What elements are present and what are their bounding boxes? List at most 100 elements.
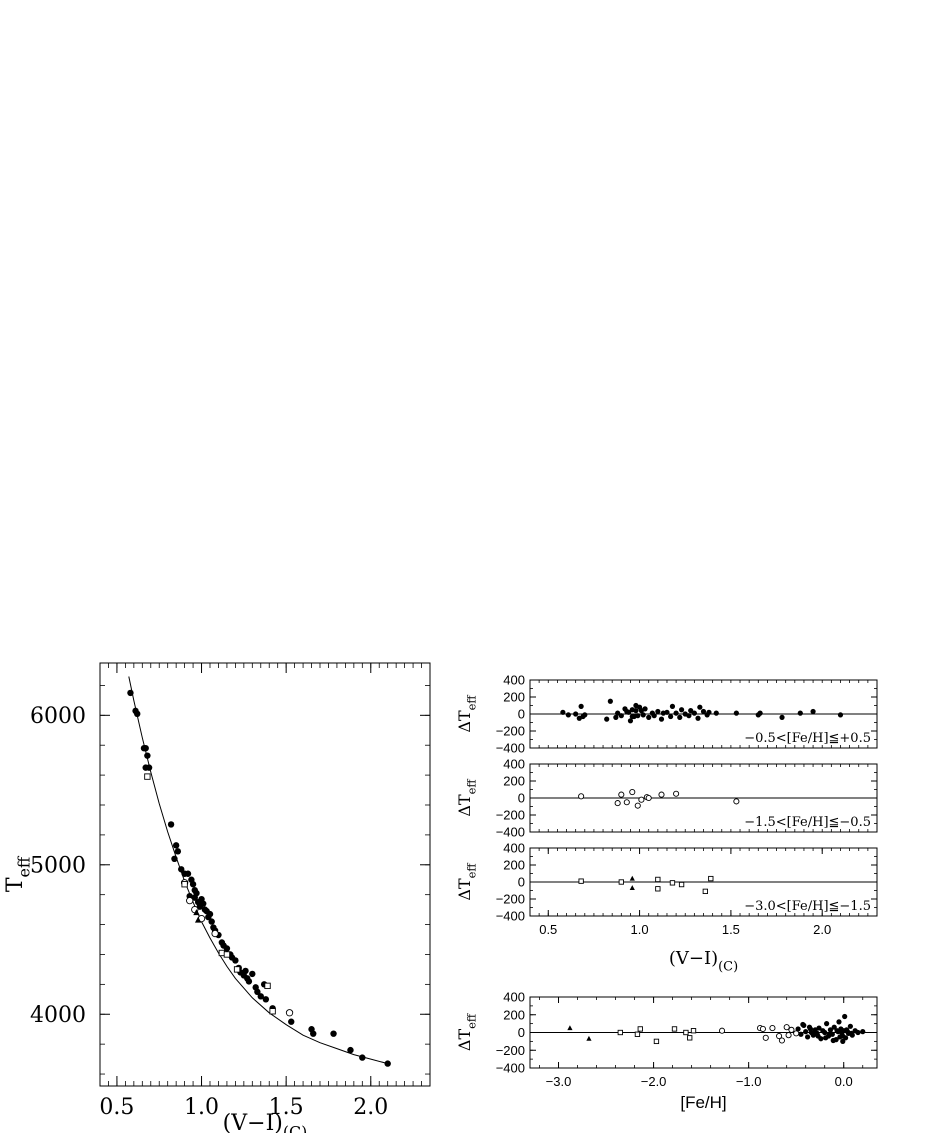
y-tick-label: 200	[503, 1007, 525, 1022]
data-point-filled-circle	[824, 1021, 830, 1027]
data-point-open-circle	[645, 794, 652, 802]
data-point-open-square	[233, 966, 241, 973]
data-point-filled-triangle	[193, 909, 200, 916]
data-point-filled-circle	[801, 1022, 807, 1028]
data-point-filled-circle	[310, 1030, 317, 1037]
data-point-open-circle	[733, 798, 740, 805]
y-tick-label: −400	[496, 741, 525, 756]
data-point-filled-circle	[254, 988, 261, 996]
data-point-open-square	[678, 881, 685, 888]
data-point-open-square	[655, 886, 661, 892]
y-tick-label: 400	[503, 673, 525, 688]
data-point-filled-circle	[629, 713, 635, 720]
data-point-open-circle	[578, 793, 585, 800]
data-point-filled-circle	[837, 712, 844, 718]
data-point-filled-circle	[658, 716, 665, 722]
data-point-filled-circle	[803, 1029, 809, 1035]
data-point-open-circle	[211, 929, 219, 938]
data-point-open-circle	[285, 1009, 294, 1017]
x-tick-label: 1.0	[631, 922, 649, 937]
x-axis-title-subscript: (C)	[718, 959, 738, 974]
data-point-open-square	[708, 875, 714, 882]
data-point-open-circle	[618, 791, 625, 798]
data-point-filled-circle	[142, 744, 149, 752]
data-point-filled-circle	[178, 866, 185, 873]
data-point-filled-circle	[855, 1029, 861, 1036]
y-tick-label: 400	[503, 990, 525, 1005]
data-point-filled-circle	[635, 713, 641, 719]
data-point-filled-circle	[172, 842, 180, 849]
data-point-filled-circle	[347, 1046, 354, 1054]
data-point-open-circle	[629, 789, 636, 796]
data-point-filled-triangle	[629, 885, 635, 891]
data-point-filled-circle	[232, 957, 239, 964]
y-tick-label: 400	[503, 757, 525, 772]
data-point-open-circle	[785, 1032, 792, 1039]
data-point-open-circle	[673, 790, 680, 797]
data-point-open-square	[617, 1029, 623, 1036]
data-point-open-square	[690, 1028, 697, 1034]
data-point-filled-circle	[823, 1035, 829, 1041]
residual-vs-feh-plot: −3.0 −2.0 −1.0 0.0 −400 −200 0 200 400 ΔTeff [Fe/H…	[455, 990, 878, 1112]
data-point-filled-circle	[691, 710, 697, 716]
data-point-filled-circle	[798, 1031, 804, 1037]
x-tick-label: −2.0	[641, 1074, 667, 1089]
data-point-filled-circle	[713, 710, 719, 716]
data-point-filled-circle	[757, 710, 763, 716]
data-point-filled-circle	[678, 707, 685, 713]
x-tick-label: 0.0	[835, 1074, 853, 1089]
x-tick-label: 2.0	[813, 922, 831, 937]
y-tick-label: −200	[496, 724, 525, 739]
data-point-open-square	[637, 1026, 643, 1032]
data-point-open-square	[618, 879, 624, 885]
teff-vs-color-plot: 0.5 1.0 1.5 2.0 4000 5000 6000 Teff (V−I)(C)	[3, 662, 431, 1133]
data-point-filled-circle	[560, 709, 566, 715]
y-tick-label: 0	[518, 791, 525, 806]
data-point-filled-circle	[830, 1037, 836, 1044]
y-tick-label: −400	[496, 909, 525, 924]
data-point-filled-circle	[359, 1054, 366, 1061]
data-point-open-circle	[778, 1037, 785, 1044]
data-point-filled-circle	[642, 706, 648, 712]
data-point-open-circle	[783, 1024, 790, 1031]
data-point-filled-circle	[651, 713, 657, 719]
data-point-open-square	[634, 1031, 641, 1037]
data-point-filled-circle	[697, 704, 703, 710]
data-point-filled-circle	[826, 1031, 833, 1037]
y-tick-label: 200	[503, 858, 525, 873]
data-point-open-square	[653, 1038, 660, 1045]
data-point-open-circle	[658, 791, 665, 798]
residual-panel-metal-poor: 0.5 1.0 1.5 2.0 −400 −200 0 200 400 −3.0<[Fe/H]≦−…	[455, 841, 878, 974]
data-point-open-square	[669, 880, 676, 886]
y-axis-title-main: ΔT	[455, 1029, 474, 1052]
x-axis-title-main: (V−I)	[223, 1111, 283, 1133]
data-point-filled-circle	[573, 711, 579, 717]
data-point-filled-circle	[840, 1038, 846, 1044]
y-axis-title: ΔTeff	[455, 863, 479, 901]
y-tick-label: −400	[496, 1061, 525, 1076]
data-point-filled-circle	[840, 1033, 846, 1039]
data-point-filled-circle	[805, 1034, 811, 1040]
data-point-filled-circle	[330, 1030, 337, 1037]
data-point-filled-circle	[669, 703, 676, 709]
data-point-filled-circle	[189, 881, 197, 888]
data-point-filled-circle	[688, 708, 694, 714]
metallicity-range-label: −0.5<[Fe/H]≦+0.5	[744, 731, 871, 746]
x-axis-title-main: (V−I)	[669, 948, 718, 969]
data-point-filled-circle	[127, 689, 134, 697]
data-point-open-circle	[793, 1030, 800, 1037]
data-point-filled-circle	[655, 708, 661, 715]
data-point-filled-circle	[618, 713, 624, 719]
y-axis-title-main: ΔT	[455, 878, 474, 901]
data-point-filled-circle	[384, 1060, 391, 1067]
data-point-filled-triangle	[567, 1025, 573, 1031]
y-tick-label: 400	[503, 841, 525, 856]
data-point-filled-circle	[673, 710, 679, 716]
data-point-filled-circle	[613, 714, 619, 721]
data-point-open-square	[655, 876, 661, 883]
data-point-filled-circle	[834, 1028, 840, 1034]
data-point-open-circle	[186, 897, 194, 905]
data-point-open-circle	[788, 1026, 795, 1033]
data-point-open-square	[264, 982, 271, 990]
